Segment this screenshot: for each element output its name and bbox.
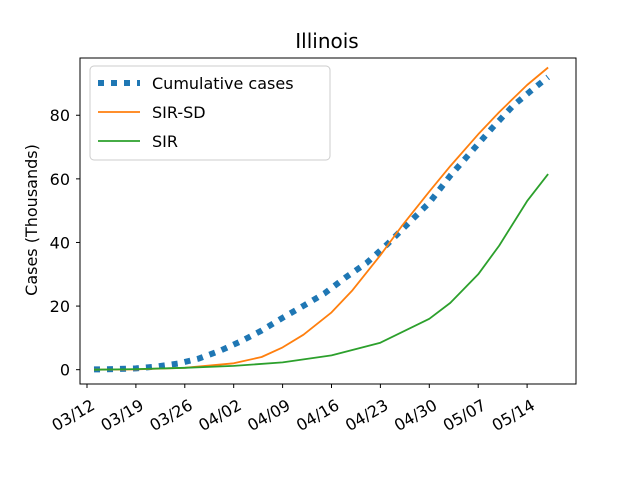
y-tick-label: 80 (50, 106, 70, 125)
legend: Cumulative cases SIR-SD SIR (89, 65, 331, 161)
legend-label-sir: SIR (152, 132, 178, 151)
plot-frame (79, 57, 577, 385)
y-axis: 0 20 40 60 80 (50, 106, 80, 380)
y-tick-label: 20 (50, 297, 70, 316)
legend-label-sir-sd: SIR-SD (152, 103, 206, 122)
series-line-sir-sd (93, 66, 549, 371)
plot-series (93, 66, 550, 373)
y-tick-label: 60 (50, 170, 70, 189)
chart-title: Illinois (295, 29, 358, 53)
legend-box (89, 65, 331, 161)
series-line-cumulative-cases (93, 74, 550, 373)
legend-label-cumulative-cases: Cumulative cases (152, 74, 294, 93)
y-tick-label: 40 (50, 233, 70, 252)
y-tick-label: 0 (60, 361, 70, 380)
series-line-sir (93, 173, 549, 371)
y-axis-label: Cases (Thousands) (22, 144, 41, 296)
